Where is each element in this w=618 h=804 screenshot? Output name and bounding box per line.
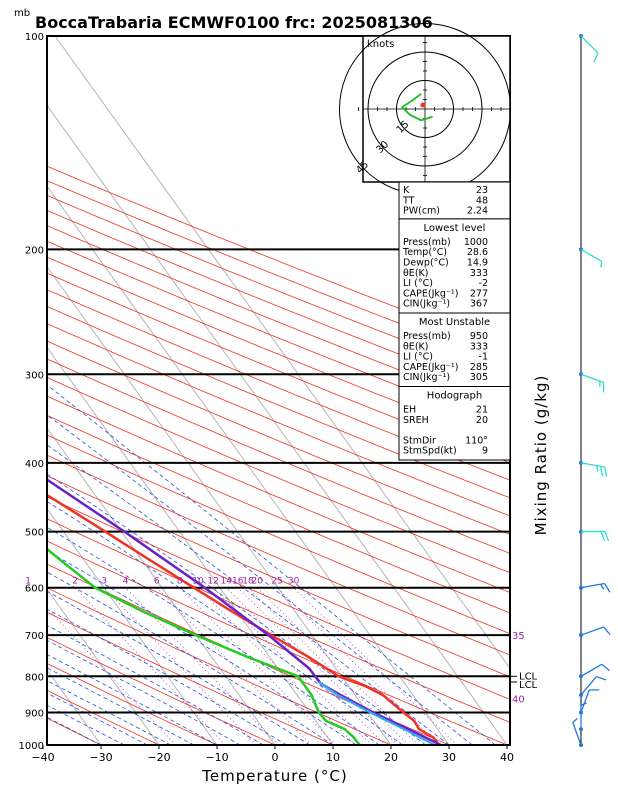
x-axis-label: Temperature (°C)	[201, 767, 347, 785]
pressure-tick-label: 100	[25, 32, 44, 43]
index-heading: Lowest level	[424, 223, 486, 234]
mixing-ratio-label: 4	[123, 577, 129, 587]
x-tick-label: 10	[326, 751, 340, 764]
theta-e-label: 40	[512, 695, 525, 706]
wind-barb-shaft	[581, 36, 598, 53]
y-axis-label-right: Mixing Ratio (g/kg)	[532, 375, 550, 536]
wind-barb-shaft	[581, 664, 602, 676]
wind-barb-flag	[594, 53, 598, 62]
mixing-ratio-label: 25	[271, 577, 282, 587]
index-name: CIN(Jkg⁻¹)	[403, 299, 450, 310]
index-value: 305	[470, 372, 488, 383]
mixing-ratio-label: 10	[192, 577, 204, 587]
chart-title: BoccaTrabaria ECMWF0100 frc: 2025081306	[35, 13, 433, 32]
lcl-label: LCL	[519, 680, 538, 691]
wind-barb-flag	[605, 532, 609, 541]
mixing-ratio-label: 2	[72, 577, 78, 587]
isotherm	[0, 36, 391, 745]
moist-adiabat	[0, 249, 403, 745]
moist-adiabat	[0, 249, 171, 745]
index-value: 20	[476, 415, 488, 426]
pressure-tick-label: 700	[25, 631, 44, 642]
mixing-ratio-label: 8	[177, 577, 183, 587]
index-name: CIN(Jkg⁻¹)	[403, 372, 450, 383]
pressure-tick-label: 900	[25, 709, 44, 720]
index-heading: Most Unstable	[419, 317, 490, 328]
pressure-tick-label: 800	[25, 672, 44, 683]
mixing-ratio-label: 30	[288, 577, 300, 587]
mixing-ratio-label: 20	[252, 577, 264, 587]
hodograph-unit-label: knots	[367, 39, 394, 50]
x-tick-label: 30	[442, 751, 456, 764]
isotherm	[0, 36, 101, 745]
index-heading: Hodograph	[427, 391, 482, 402]
storm-motion-marker	[421, 103, 426, 108]
x-tick-label: 20	[384, 751, 398, 764]
wind-barb-flag	[604, 627, 611, 635]
mixing-ratio-label: 3	[101, 577, 107, 587]
wind-barb-flag	[601, 532, 605, 541]
wind-barb-flag	[605, 467, 607, 477]
index-value: 2.24	[467, 206, 488, 217]
pressure-tick-label: 400	[25, 459, 44, 470]
index-name: SREH	[403, 415, 429, 426]
x-tick-label: −30	[89, 751, 112, 764]
pressure-tick-label: 300	[25, 370, 44, 381]
dewpoint-profile	[0, 36, 360, 745]
index-value: 9	[482, 446, 488, 457]
wind-barb-flag	[601, 584, 604, 589]
mixing-ratio-label: 14	[221, 577, 233, 587]
index-name: PW(cm)	[403, 206, 440, 217]
dry-adiabat	[0, 36, 101, 745]
x-tick-label: 0	[272, 751, 279, 764]
mixing-ratio-label: 12	[207, 577, 218, 587]
wind-barb-shaft	[581, 627, 604, 635]
wind-barb-flag	[602, 664, 610, 670]
pressure-tick-label: 500	[25, 528, 44, 539]
wind-barb-flag	[596, 677, 605, 680]
index-name: StmSpd(kt)	[403, 446, 457, 457]
mixing-ratio-label: 6	[154, 577, 160, 587]
x-tick-label: −40	[31, 751, 54, 764]
index-value: 367	[470, 299, 488, 310]
pressure-tick-label: 600	[25, 584, 44, 595]
wind-barb-flag	[573, 719, 578, 723]
wind-barb-flag	[605, 584, 610, 593]
dry-adiabat	[0, 36, 159, 745]
isotherm	[0, 36, 159, 745]
x-tick-label: 40	[500, 751, 514, 764]
unit-label: mb	[14, 8, 30, 19]
moist-adiabat	[0, 249, 356, 745]
wind-barb-flag	[597, 466, 598, 472]
dry-adiabat	[0, 36, 391, 745]
moist-adiabat	[0, 249, 217, 745]
wind-barb-flag	[601, 466, 603, 476]
pressure-tick-label: 200	[25, 245, 44, 256]
x-tick-label: −20	[147, 751, 170, 764]
theta-e-label: 35	[512, 631, 525, 642]
mixing-ratio-line	[157, 588, 312, 745]
wind-barb-shaft	[581, 249, 602, 261]
x-tick-label: −10	[205, 751, 228, 764]
wind-barb-flag	[601, 261, 602, 267]
wind-barb-shaft	[573, 722, 581, 745]
